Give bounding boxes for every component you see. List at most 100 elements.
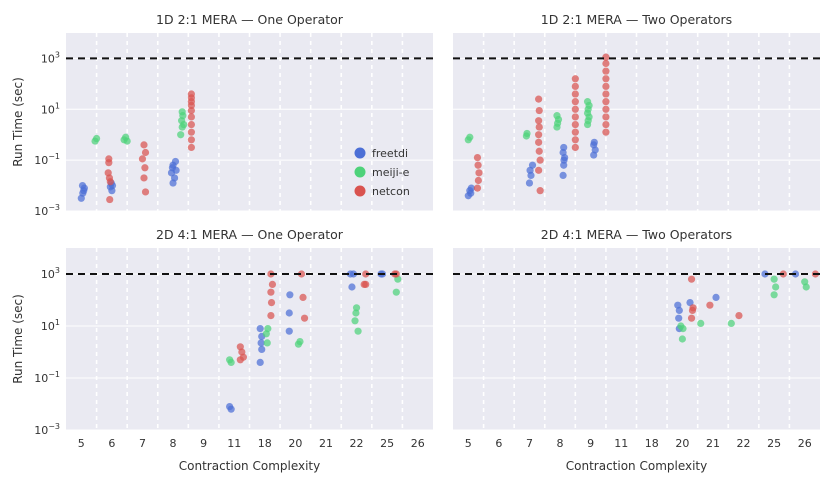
x-tick-label: 21 bbox=[706, 437, 720, 450]
data-point-meiji-e bbox=[178, 108, 186, 116]
data-point-netcon bbox=[535, 106, 543, 115]
data-point-netcon bbox=[267, 312, 275, 320]
data-point-meiji-e bbox=[583, 98, 592, 106]
data-point-netcon bbox=[602, 67, 610, 75]
data-point-meiji-e bbox=[770, 291, 778, 299]
x-tick-label: 5 bbox=[465, 437, 472, 450]
data-point-netcon bbox=[535, 138, 543, 146]
data-point-netcon bbox=[535, 147, 543, 155]
data-point-freetdi bbox=[590, 138, 598, 146]
x-tick-label: 7 bbox=[139, 437, 146, 450]
data-point-netcon bbox=[535, 117, 543, 125]
data-point-netcon bbox=[300, 314, 309, 322]
data-point-netcon bbox=[140, 141, 148, 149]
data-point-freetdi bbox=[256, 325, 264, 333]
data-point-freetdi bbox=[257, 339, 265, 347]
data-point-netcon bbox=[571, 128, 579, 136]
x-tick-label: 26 bbox=[411, 437, 425, 450]
data-point-netcon bbox=[602, 82, 610, 90]
data-point-netcon bbox=[362, 280, 370, 288]
data-point-netcon bbox=[187, 128, 195, 136]
data-point-netcon bbox=[571, 82, 579, 90]
legend-label-freetdi: freetdi bbox=[372, 147, 408, 160]
data-point-netcon bbox=[474, 161, 482, 169]
data-point-netcon bbox=[687, 275, 696, 283]
data-point-freetdi bbox=[227, 405, 235, 413]
data-point-freetdi bbox=[560, 161, 568, 169]
x-axis-label: Contraction Complexity bbox=[179, 459, 321, 473]
data-point-meiji-e bbox=[180, 120, 188, 129]
x-tick-label: 25 bbox=[380, 437, 394, 450]
data-point-meiji-e bbox=[123, 137, 131, 145]
data-point-freetdi bbox=[78, 181, 87, 190]
data-point-netcon bbox=[602, 90, 610, 98]
x-tick-label: 6 bbox=[495, 437, 502, 450]
data-point-netcon bbox=[268, 280, 277, 288]
data-point-netcon bbox=[267, 288, 275, 296]
data-point-netcon bbox=[140, 174, 148, 182]
data-point-meiji-e bbox=[352, 309, 360, 317]
data-point-netcon bbox=[267, 299, 276, 307]
data-point-netcon bbox=[571, 143, 579, 152]
data-point-freetdi bbox=[525, 179, 534, 187]
x-tick-label: 8 bbox=[557, 437, 564, 450]
data-point-netcon bbox=[602, 59, 610, 68]
x-tick-label: 21 bbox=[319, 437, 333, 450]
data-point-netcon bbox=[571, 90, 579, 98]
data-point-netcon bbox=[535, 131, 543, 139]
x-axis-label: Contraction Complexity bbox=[566, 459, 708, 473]
data-point-netcon bbox=[571, 136, 579, 144]
x-tick-label: 26 bbox=[798, 437, 812, 450]
data-point-meiji-e bbox=[697, 319, 705, 327]
data-point-netcon bbox=[187, 143, 195, 152]
x-tick-label: 9 bbox=[587, 437, 594, 450]
data-point-freetdi bbox=[526, 166, 534, 174]
y-tick-label: 101 bbox=[41, 318, 60, 333]
x-tick-label: 8 bbox=[170, 437, 177, 450]
y-tick-label: 101 bbox=[41, 101, 60, 116]
data-point-netcon bbox=[106, 178, 114, 186]
data-point-netcon bbox=[187, 106, 195, 115]
x-tick-label: 20 bbox=[288, 437, 302, 450]
data-point-meiji-e bbox=[352, 304, 361, 312]
data-point-netcon bbox=[535, 123, 543, 131]
data-point-netcon bbox=[535, 95, 543, 103]
data-point-netcon bbox=[187, 136, 195, 144]
data-point-meiji-e bbox=[553, 112, 561, 120]
panel-title: 1D 2:1 MERA — Two Operators bbox=[541, 12, 732, 27]
data-point-netcon bbox=[473, 154, 482, 162]
data-point-netcon bbox=[602, 75, 610, 83]
data-point-netcon bbox=[141, 148, 150, 157]
data-point-meiji-e bbox=[227, 358, 235, 366]
data-point-netcon bbox=[687, 314, 696, 322]
data-point-netcon bbox=[138, 155, 147, 163]
data-point-freetdi bbox=[348, 283, 356, 291]
data-point-netcon bbox=[105, 159, 113, 167]
data-point-netcon bbox=[473, 184, 482, 192]
data-point-freetdi bbox=[256, 358, 264, 366]
data-point-netcon bbox=[239, 353, 247, 361]
data-point-netcon bbox=[571, 75, 579, 83]
data-point-meiji-e bbox=[523, 129, 531, 138]
data-point-netcon bbox=[141, 164, 149, 172]
x-tick-label: 22 bbox=[737, 437, 751, 450]
data-point-netcon bbox=[571, 105, 579, 113]
data-point-freetdi bbox=[467, 189, 475, 197]
data-point-freetdi bbox=[761, 270, 769, 278]
data-point-freetdi bbox=[560, 156, 568, 164]
data-point-freetdi bbox=[286, 291, 294, 299]
data-point-meiji-e bbox=[772, 283, 780, 291]
panel-2: 1D 2:1 MERA — Two Operators bbox=[453, 12, 820, 212]
data-point-netcon bbox=[602, 128, 610, 136]
y-tick-label: 103 bbox=[41, 266, 60, 281]
x-tick-label: 11 bbox=[227, 437, 241, 450]
data-point-netcon bbox=[141, 188, 150, 196]
data-point-meiji-e bbox=[679, 325, 687, 333]
data-point-netcon bbox=[535, 166, 543, 174]
x-tick-label: 18 bbox=[645, 437, 659, 450]
data-point-freetdi bbox=[168, 164, 177, 172]
data-point-netcon bbox=[106, 195, 114, 204]
data-point-netcon bbox=[536, 156, 544, 164]
data-point-netcon bbox=[362, 270, 370, 278]
